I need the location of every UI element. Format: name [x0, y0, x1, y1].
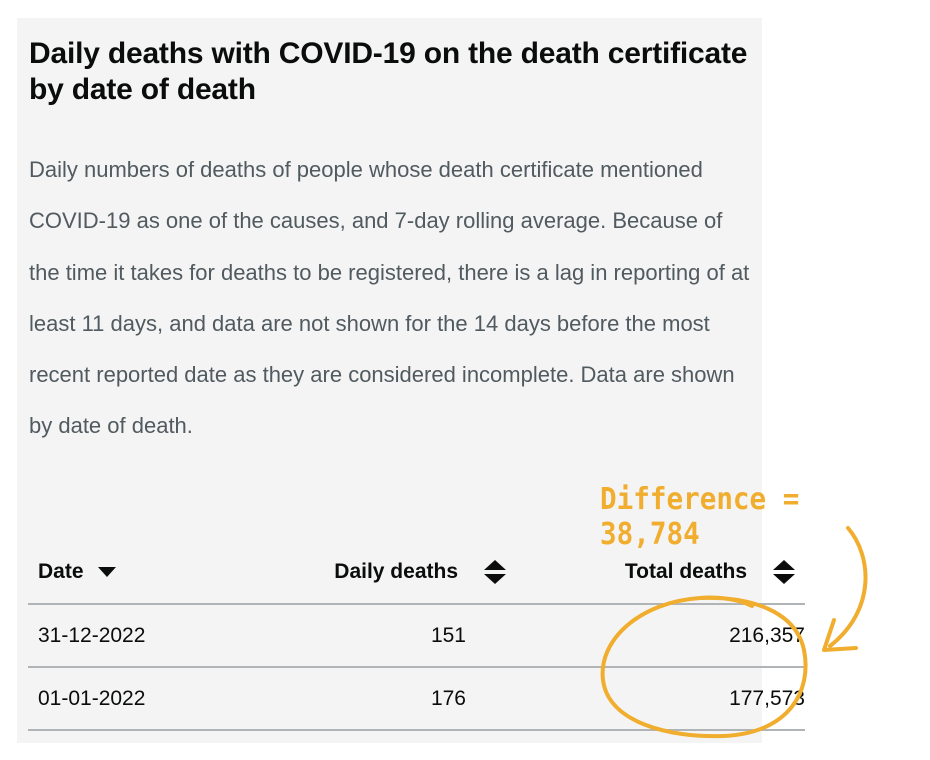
annotation-arrowhead	[822, 618, 858, 652]
sort-descending-icon[interactable]	[97, 566, 116, 577]
row-total-deaths: 216,357	[516, 604, 805, 668]
card-title: Daily deaths with COVID-19 on the death …	[29, 37, 748, 106]
deaths-table: Date Daily deaths Total deaths	[28, 540, 805, 731]
row-daily-deaths: 176	[248, 667, 516, 731]
sort-both-icon[interactable]	[484, 559, 506, 584]
card-description: Daily numbers of deaths of people whose …	[29, 157, 750, 439]
header-daily-deaths[interactable]: Daily deaths	[248, 540, 516, 605]
header-date-label: Date	[38, 559, 84, 583]
row-date: 01-01-2022	[28, 667, 248, 731]
table-row: 31-12-2022 151 216,357	[28, 604, 805, 668]
table-row: 01-01-2022 176 177,573	[28, 667, 805, 731]
row-total-deaths: 177,573	[516, 667, 805, 731]
annotation-text: Difference = 38,784	[600, 482, 800, 552]
header-daily-deaths-label: Daily deaths	[334, 559, 458, 583]
row-daily-deaths: 151	[248, 604, 516, 668]
sort-both-icon[interactable]	[773, 559, 795, 584]
table-header-row: Date Daily deaths Total deaths	[28, 540, 805, 605]
row-date: 31-12-2022	[28, 604, 248, 668]
header-total-deaths-label: Total deaths	[624, 559, 747, 583]
header-date[interactable]: Date	[28, 540, 248, 605]
